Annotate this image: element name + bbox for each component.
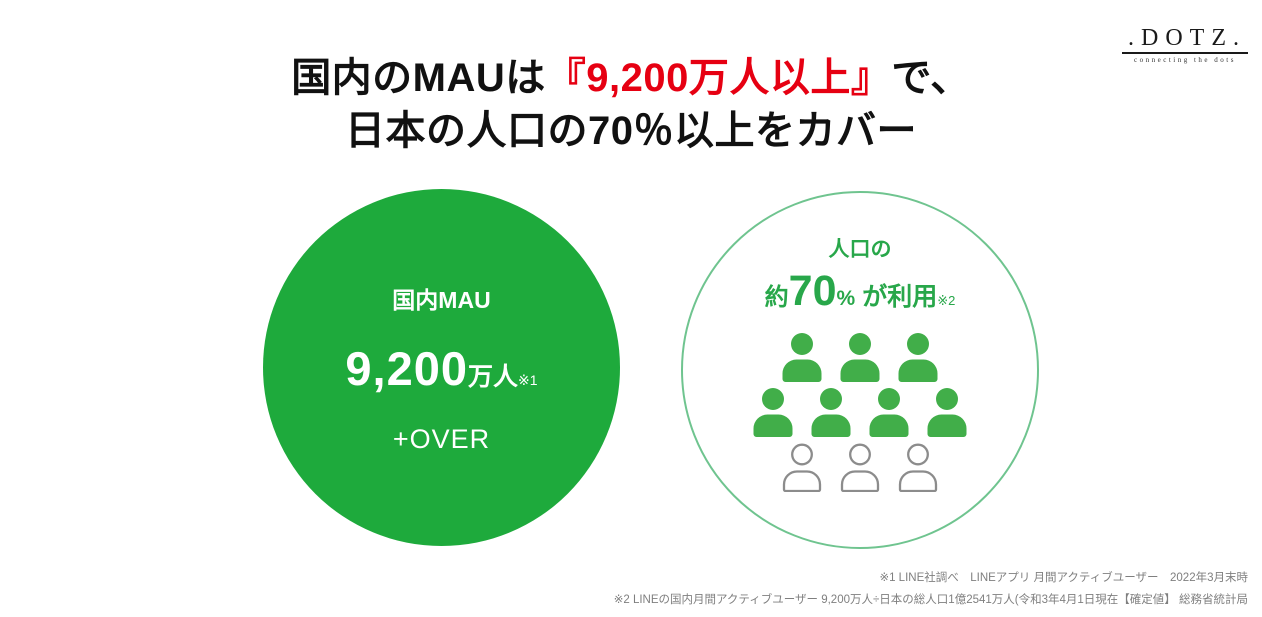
mau-value: 9,200万人※1 [345,341,537,396]
usage-suffix: が利用 [862,283,938,311]
person-icon-filled [780,332,824,382]
pictogram-row [744,387,976,437]
dotz-logo: .DOTZ. connecting the dots [1122,25,1248,65]
title-line1: 国内のMAUは『9,200万人以上』で、 [0,52,1262,105]
usage-footnote-ref: ※2 [937,293,956,308]
usage-approx: 約 [764,284,789,311]
person-icon-outline [896,442,940,492]
mau-number: 9,200 [345,341,469,395]
slide-title: 国内のMAUは『9,200万人以上』で、 日本の人口の70％以上をカバー [0,52,1262,158]
footnote-2: ※2 LINEの国内月間アクティブユーザー 9,200万人÷日本の総人口1億25… [613,593,1248,606]
person-icon-filled [838,332,882,382]
dotz-logo-tagline: connecting the dots [1134,56,1236,65]
footnotes: ※1 LINE社調べ LINEアプリ 月間アクティブユーザー 2022年3月末時… [614,568,1248,611]
usage-percent-sign: % [836,287,856,310]
person-icon-filled [809,387,853,437]
usage-line2: 約70% が利用※2 [765,267,956,316]
person-icon-outline [838,442,882,492]
title-line2: 日本の人口の70％以上をカバー [345,108,917,153]
title-line1-prefix: 国内のMAUは [291,56,546,100]
usage-circle: 人口の 約70% が利用※2 [681,191,1039,549]
dotz-logo-text: .DOTZ. [1122,25,1248,55]
mau-over-label: +OVER [392,423,491,454]
pictogram-row [773,332,947,382]
pictogram-row [773,442,947,492]
person-icon-filled [925,387,969,437]
footnote-1: ※1 LINE社調べ LINEアプリ 月間アクティブユーザー 2022年3月末時 [879,572,1248,585]
mau-footnote-ref: ※1 [518,371,538,388]
person-icon-outline [780,442,824,492]
title-line1-highlight: 『9,200万人以上』 [545,56,892,100]
mau-unit: 万人 [468,362,519,391]
population-pictogram [744,332,976,492]
usage-line1: 人口の [828,238,892,261]
person-icon-filled [896,332,940,382]
mau-label: 国内MAU [392,286,491,313]
person-icon-filled [751,387,795,437]
mau-circle: 国内MAU 9,200万人※1 +OVER [263,189,620,546]
title-line1-suffix: で、 [891,56,971,100]
usage-percent: 70 [788,267,837,315]
person-icon-filled [867,387,911,437]
